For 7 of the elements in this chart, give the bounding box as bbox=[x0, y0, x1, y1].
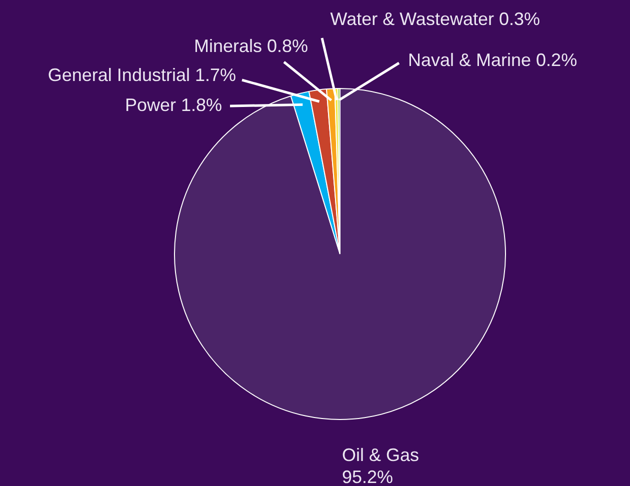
slice-label: Water & Wastewater 0.3% bbox=[330, 8, 540, 29]
slice-label: Minerals 0.8% bbox=[194, 36, 308, 56]
slice-label: Oil & Gas bbox=[342, 444, 420, 465]
slice-label: Power 1.8% bbox=[124, 94, 222, 115]
slice-label: Naval & Marine 0.2% bbox=[408, 50, 578, 70]
data-label: 95.2% bbox=[342, 466, 394, 486]
slice-label: General Industrial 1.7% bbox=[48, 64, 236, 85]
